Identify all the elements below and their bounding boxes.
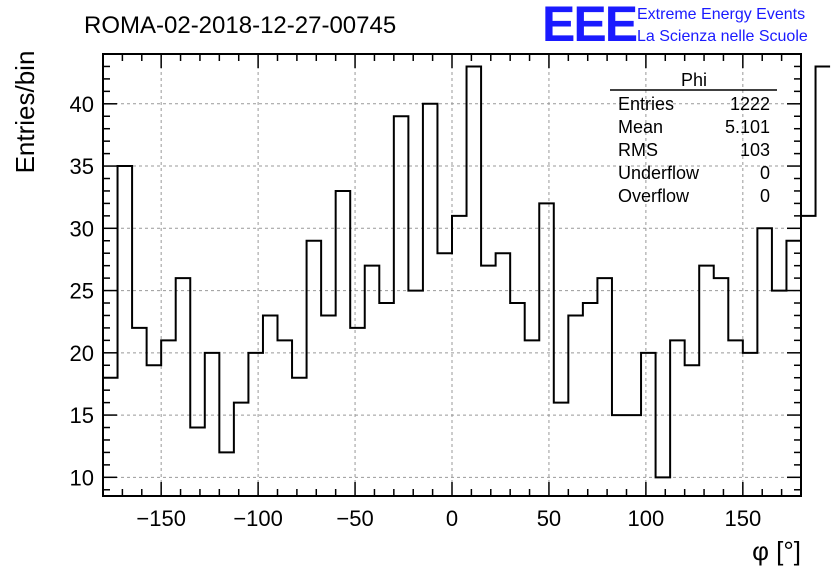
x-tick-label: 150 bbox=[724, 506, 761, 531]
x-tick-label: −100 bbox=[233, 506, 283, 531]
y-tick-label: 20 bbox=[70, 341, 94, 366]
chart-title: ROMA-02-2018-12-27-00745 bbox=[84, 12, 396, 39]
stats-value: 103 bbox=[740, 140, 770, 160]
y-tick-label: 25 bbox=[70, 279, 94, 304]
histogram-series bbox=[103, 65, 831, 479]
y-tick-label: 35 bbox=[70, 154, 94, 179]
stats-label: Overflow bbox=[618, 186, 690, 206]
stats-label: Underflow bbox=[618, 163, 700, 183]
x-tick-label: 50 bbox=[537, 506, 561, 531]
y-tick-label: 15 bbox=[70, 403, 94, 428]
stats-rows: Entries 1222 Mean 5.101 RMS 103 Underflow 0 Over… bbox=[618, 94, 770, 206]
stats-value: 0 bbox=[760, 163, 770, 183]
logo-line-1: Extreme Energy Events bbox=[637, 6, 805, 23]
x-tick-label: −150 bbox=[136, 506, 186, 531]
axis-ticks bbox=[102, 54, 802, 496]
x-tick-label: −50 bbox=[336, 506, 373, 531]
stats-label: Mean bbox=[618, 117, 663, 137]
stats-box: Phi Entries 1222 Mean 5.101 RMS 103 Underflow 0… bbox=[610, 70, 777, 206]
eee-logo: EEE bbox=[542, 0, 637, 52]
y-tick-label: 10 bbox=[70, 465, 94, 490]
y-axis-label: Entries/bin bbox=[10, 51, 40, 174]
stats-value: 0 bbox=[760, 186, 770, 206]
stats-label: Entries bbox=[618, 94, 674, 114]
stats-value: 1222 bbox=[730, 94, 770, 114]
stats-name: Phi bbox=[681, 70, 707, 90]
x-tick-label: 100 bbox=[628, 506, 665, 531]
x-axis-label: φ [°] bbox=[752, 536, 801, 566]
grid-lines bbox=[103, 54, 801, 496]
x-tick-label: 0 bbox=[446, 506, 458, 531]
stats-value: 5.101 bbox=[725, 117, 770, 137]
tick-labels: −150 −100 −50 0 50 100 150 10 15 20 25 30 35 40 bbox=[70, 92, 762, 531]
logo-line-2: La Scienza nelle Scuole bbox=[637, 28, 808, 45]
stats-label: RMS bbox=[618, 140, 658, 160]
y-tick-label: 30 bbox=[70, 216, 94, 241]
plot-frame bbox=[102, 53, 802, 497]
y-tick-label: 40 bbox=[70, 92, 94, 117]
